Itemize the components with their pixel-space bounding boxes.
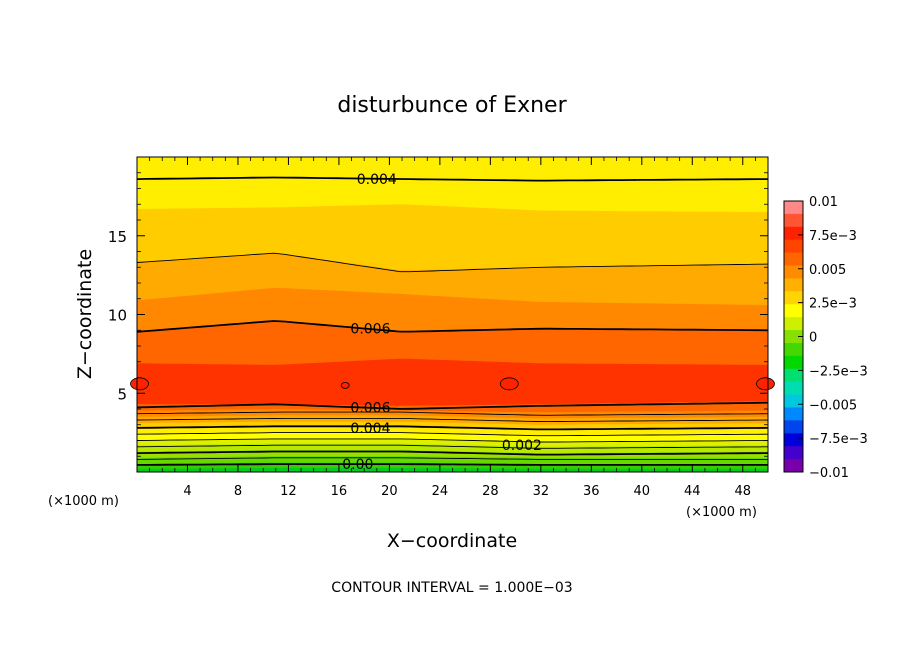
x-tick-label-36: 36 xyxy=(583,484,600,499)
contour-line-5 xyxy=(136,417,769,423)
x-tick-label-24: 24 xyxy=(432,484,449,499)
x-tick-label-20: 20 xyxy=(381,484,398,499)
colorbar-segment-6 xyxy=(784,278,803,292)
colorbar-tick-label-0: 0.01 xyxy=(809,195,838,210)
colorbar-segment-8 xyxy=(784,304,803,318)
contour-line-9 xyxy=(136,444,769,449)
colorbar-segment-1 xyxy=(784,213,803,228)
colorbar-segment-3 xyxy=(784,239,803,254)
colorbar-segment-5 xyxy=(784,265,803,279)
colorbar-segment-14 xyxy=(784,381,803,396)
chart-title: disturbunce of Exner xyxy=(337,93,567,118)
x-tick-label-12: 12 xyxy=(280,484,297,499)
contour-interval-note: CONTOUR INTERVAL = 1.000E−03 xyxy=(331,580,572,596)
x-tick-label-16: 16 xyxy=(331,484,348,499)
colorbar-tick-label-3: 2.5e−3 xyxy=(809,297,857,312)
colorbar-tick-label-1: 7.5e−3 xyxy=(809,229,857,244)
x-tick-label-44: 44 xyxy=(684,484,701,499)
colorbar-segment-4 xyxy=(784,252,803,267)
contour-line-6 xyxy=(136,425,769,431)
colorbar-tick-label-2: 0.005 xyxy=(809,263,846,278)
colorbar-tick-label-7: −7.5e−3 xyxy=(809,432,868,447)
contour-bands xyxy=(137,157,768,473)
colorbar-segment-17 xyxy=(784,420,803,434)
contour-line-8 xyxy=(136,438,769,443)
contour-label-1: 0.006 xyxy=(350,322,390,338)
contour-line-11 xyxy=(136,457,768,460)
colorbar-segment-18 xyxy=(784,433,803,447)
contour-line-7 xyxy=(136,432,769,437)
contour-label-5: 0.00 xyxy=(342,457,373,473)
x-axis-label: X−coordinate xyxy=(387,530,517,552)
x-axis-ticks: 4 8 12 16 20 24 28 32 36 40 44 48 xyxy=(149,157,756,499)
contour-line-2 xyxy=(136,320,769,333)
contour-line-3 xyxy=(136,401,769,410)
colorbar-segment-16 xyxy=(784,407,803,421)
contour-label-3: 0.004 xyxy=(350,421,390,437)
y-tick-label-10: 10 xyxy=(108,307,127,325)
x-tick-label-32: 32 xyxy=(533,484,550,499)
colorbar-segment-19 xyxy=(784,446,803,460)
colorbar-segment-12 xyxy=(784,355,803,370)
contour-line-10 xyxy=(136,450,769,456)
contour-label-0: 0.004 xyxy=(357,172,397,188)
x-unit-label: (×1000 m) xyxy=(686,505,757,520)
colorbar-tick-label-6: −0.005 xyxy=(809,398,857,413)
contour-line-0 xyxy=(136,176,768,182)
z-unit-label: (×1000 m) xyxy=(48,494,119,509)
y-tick-label-15: 15 xyxy=(108,228,127,246)
x-tick-label-28: 28 xyxy=(482,484,499,499)
contour-labels: 0.004 0.006 0.006 0.004 0.002 0.00 xyxy=(342,172,542,473)
y-tick-label-5: 5 xyxy=(117,385,127,403)
colorbar-tick-label-4: 0 xyxy=(809,331,817,346)
colorbar-segment-2 xyxy=(784,226,803,241)
x-tick-label-40: 40 xyxy=(634,484,651,499)
colorbar-segment-9 xyxy=(784,317,803,331)
contour-ellipse-0 xyxy=(130,377,149,391)
colorbar-segment-13 xyxy=(784,368,803,383)
x-tick-label-8: 8 xyxy=(234,484,242,499)
colorbar-tick-label-8: −0.01 xyxy=(809,466,849,481)
colorbar-tick-label-5: −2.5e−3 xyxy=(809,364,868,379)
contour-lines xyxy=(136,176,769,466)
contour-ellipse-1 xyxy=(340,381,350,389)
colorbar-segment-15 xyxy=(784,394,803,408)
x-tick-label-4: 4 xyxy=(183,484,191,499)
contour-line-12 xyxy=(137,463,768,466)
x-tick-label-48: 48 xyxy=(734,484,751,499)
colorbar: 0.01 7.5e−3 0.005 2.5e−3 0 −2.5e−3 −0.005 −7.5e… xyxy=(783,195,868,481)
contour-ellipses xyxy=(130,377,775,391)
colorbar-segment-10 xyxy=(784,330,803,344)
y-axis-label: Z−coordinate xyxy=(74,249,96,379)
colorbar-segment-20 xyxy=(784,459,803,473)
contour-ellipse-2 xyxy=(499,377,519,391)
colorbar-segment-11 xyxy=(784,342,803,357)
contour-label-4: 0.002 xyxy=(502,438,542,454)
contour-line-4 xyxy=(136,411,769,416)
colorbar-segment-0 xyxy=(784,201,803,215)
contour-ellipse-3 xyxy=(756,377,775,391)
colorbar-segment-7 xyxy=(784,291,803,305)
y-axis-ticks: 5 10 15 xyxy=(108,172,768,457)
contour-line-1 xyxy=(136,252,769,273)
contour-label-2: 0.006 xyxy=(350,400,390,416)
